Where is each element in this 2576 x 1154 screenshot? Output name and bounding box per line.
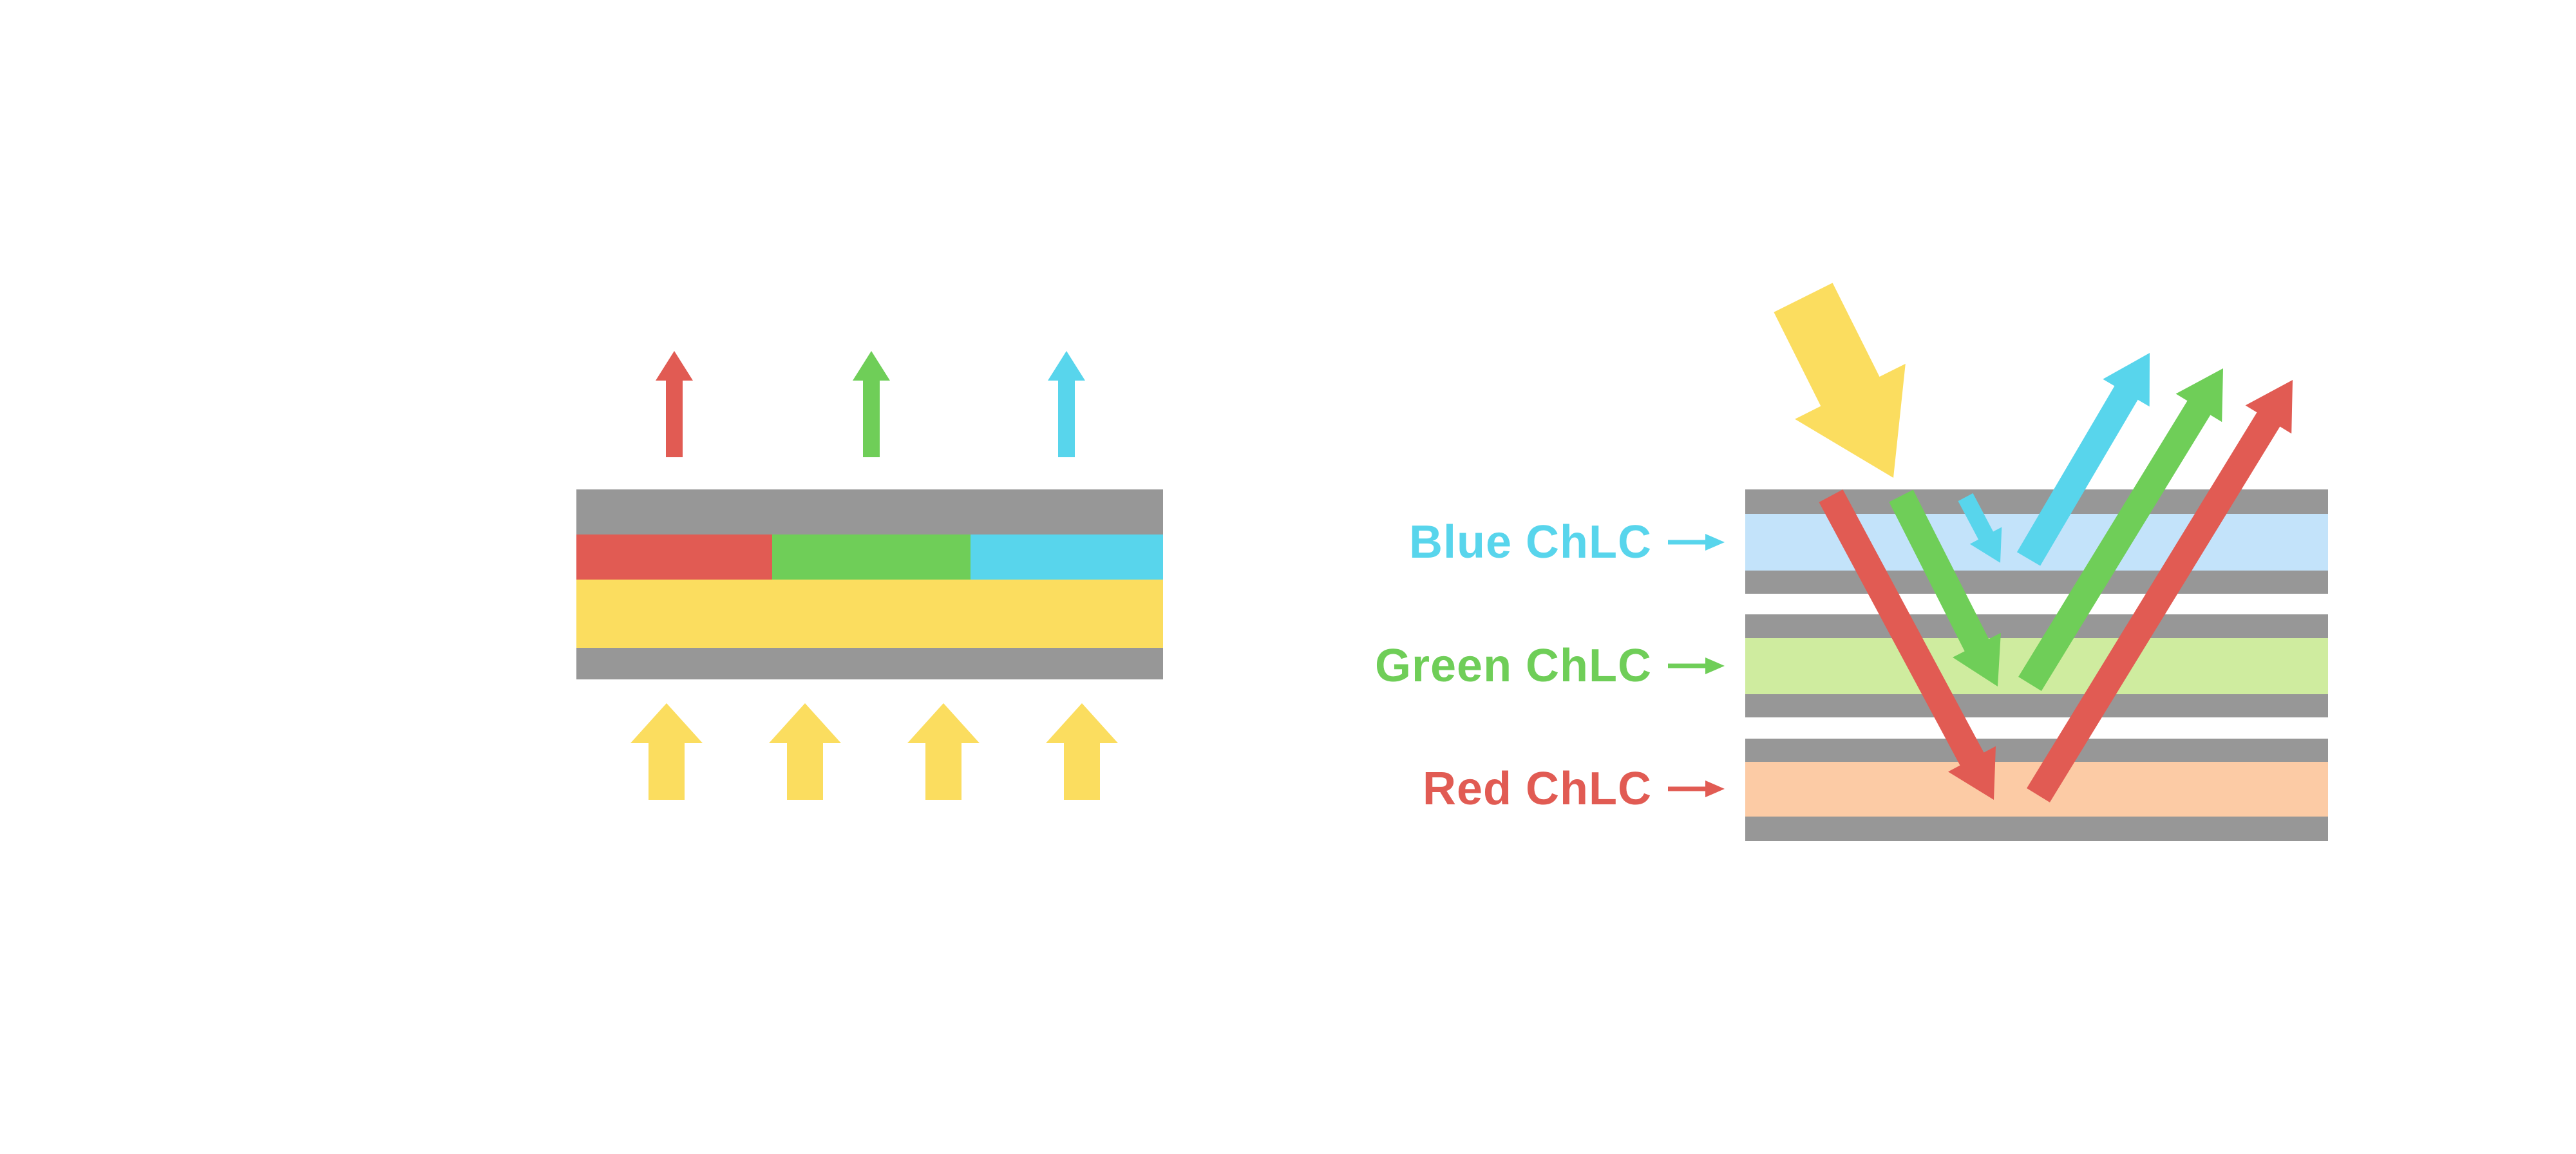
backlight-arrow-1 [630,703,703,800]
blue-label-arrow-icon [1668,534,1725,551]
red-penetrating-arrow [1819,489,1996,800]
green-label-arrow-icon [1668,657,1725,674]
green-penetrating-arrow [1889,489,2001,686]
substrate-strip-5 [1745,739,2328,762]
left-diagram [576,351,1163,800]
bottom-glass-layer [576,648,1163,679]
top-glass-layer [576,489,1163,534]
red-subpixel [576,534,772,580]
blue-penetrating-arrow [1958,493,2002,563]
substrate-strip-6 [1745,817,2328,841]
right-diagram [1668,283,2328,841]
red-reflected-arrow [2027,380,2293,802]
backlight-layer [576,580,1163,648]
label-red-chlc: Red ChLC [1423,763,1652,815]
backlight-arrow-2 [769,703,841,800]
red-label-arrow-icon [1668,780,1725,797]
substrate-strip-4 [1745,694,2328,717]
substrate-strip-3 [1745,614,2328,638]
incident-light-arrow [1774,283,1906,478]
blue-subpixel [971,534,1163,580]
green-reflected-arrow [2018,368,2223,691]
green-subpixel [772,534,971,580]
label-blue-chlc: Blue ChLC [1409,516,1652,568]
backlight-arrow-4 [1046,703,1118,800]
blue-light-output-arrow [1048,351,1085,457]
red-light-output-arrow [656,351,693,457]
backlight-arrow-3 [907,703,980,800]
green-light-output-arrow [853,351,890,457]
blue-reflected-arrow [2016,353,2150,566]
substrate-strip-2 [1745,571,2328,594]
label-green-chlc: Green ChLC [1374,640,1652,692]
